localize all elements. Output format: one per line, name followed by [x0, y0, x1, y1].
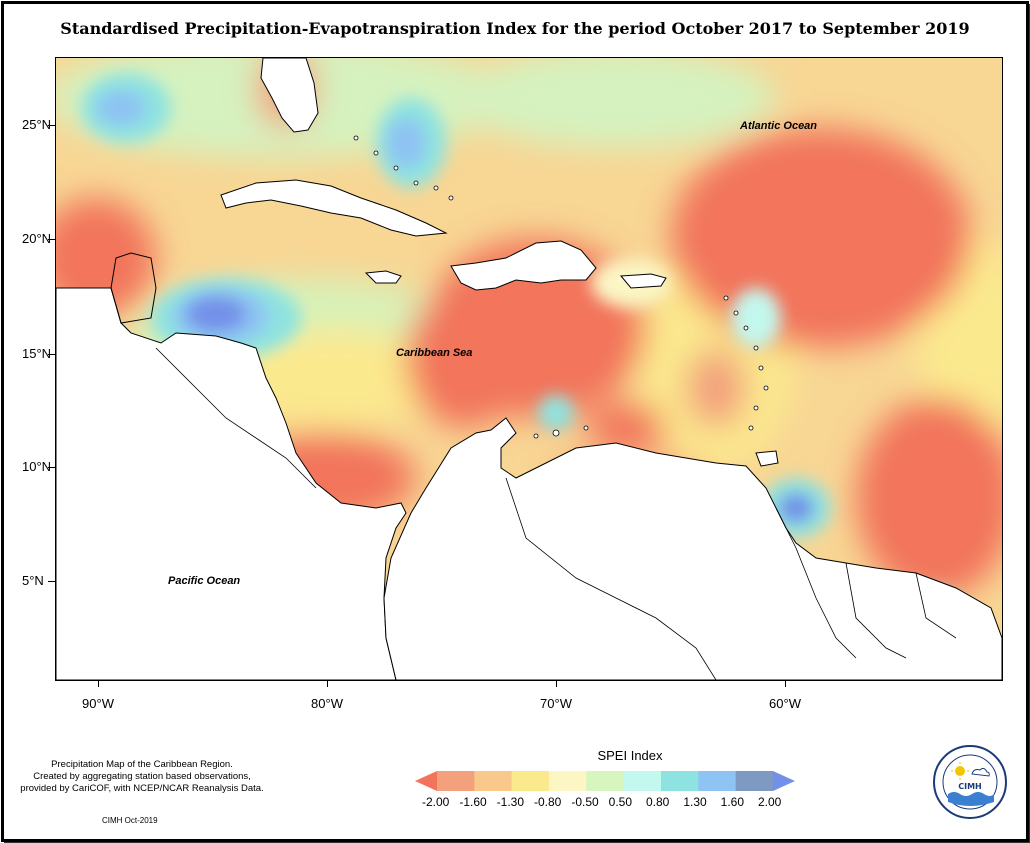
legend-tick-label: -0.50 — [571, 795, 599, 809]
legend-tick-labels: -2.00 -1.60 -1.30 -0.80 -0.50 0.50 0.80 1.30 1.6… — [0, 795, 1030, 811]
map-title: Standardised Precipitation-Evapotranspir… — [60, 19, 970, 38]
label-pacific-ocean: Pacific Ocean — [168, 575, 241, 587]
lat-label: 25°N — [22, 117, 52, 132]
spei-map — [55, 57, 1003, 681]
lat-label: 5°N — [22, 573, 44, 588]
lon-label: 80°W — [311, 696, 343, 711]
legend-colorbar — [415, 771, 795, 791]
lat-tick — [48, 239, 55, 240]
lat-tick — [48, 581, 55, 582]
legend-swatch — [474, 771, 513, 791]
lat-label: 20°N — [22, 231, 52, 246]
lon-tick — [327, 680, 328, 687]
legend-tick-label: 2.00 — [758, 795, 782, 809]
legend-arrow-left — [415, 771, 437, 791]
legend-arrow-right — [773, 771, 795, 791]
legend-tick-label: -0.80 — [534, 795, 562, 809]
lat-label: 15°N — [22, 346, 52, 361]
hispaniola — [450, 240, 597, 291]
legend-swatch — [735, 771, 774, 791]
note-line: Precipitation Map of the Caribbean Regio… — [51, 759, 233, 770]
legend-swatch — [437, 771, 475, 791]
legend-tick-label: 1.60 — [720, 795, 745, 809]
map-description: Precipitation Map of the Caribbean Regio… — [8, 759, 276, 795]
lat-tick — [48, 125, 55, 126]
legend-tick-label: -2.00 — [422, 795, 450, 809]
jamaica — [364, 270, 402, 284]
legend-tick-label: 1.30 — [683, 795, 707, 809]
legend-swatch — [586, 771, 625, 791]
country-borders — [155, 347, 957, 680]
note-line: Created by aggregating station based obs… — [33, 771, 251, 782]
lon-label: 90°W — [82, 696, 114, 711]
lon-tick — [98, 680, 99, 687]
legend-swatch — [661, 771, 699, 791]
spei-map-svg — [56, 58, 1002, 680]
lon-label: 60°W — [769, 696, 801, 711]
logo-text: CIMH — [958, 782, 982, 791]
legend-title: SPEI Index — [597, 748, 663, 763]
small-islands — [353, 135, 769, 439]
label-atlantic-ocean: Atlantic Ocean — [740, 120, 818, 132]
legend-swatch — [623, 771, 662, 791]
legend-tick-label: 0.80 — [646, 795, 670, 809]
florida — [260, 58, 319, 133]
legend-tick-label: -1.30 — [496, 795, 525, 809]
cuba — [220, 179, 448, 237]
cimh-logo: CIMH — [933, 745, 1007, 819]
legend-tick-label: 0.50 — [608, 795, 633, 809]
lat-tick — [48, 467, 55, 468]
legend-swatch — [698, 771, 737, 791]
south-america — [383, 417, 1002, 680]
legend-tick-label: -1.60 — [459, 795, 487, 809]
land-masses — [56, 58, 1002, 680]
legend-swatch — [511, 771, 550, 791]
yucatan — [110, 252, 157, 324]
lon-tick — [556, 680, 557, 687]
lon-label: 70°W — [540, 696, 572, 711]
lat-tick — [48, 354, 55, 355]
puerto-rico — [619, 273, 667, 289]
lat-label: 10°N — [22, 459, 52, 474]
credit-text: CIMH Oct-2019 — [102, 816, 158, 825]
legend-swatch — [549, 771, 587, 791]
trinidad — [755, 450, 779, 467]
lon-tick — [785, 680, 786, 687]
note-line: provided by CariCOF, with NCEP/NCAR Rean… — [20, 783, 264, 794]
label-caribbean-sea: Caribbean Sea — [396, 347, 473, 359]
